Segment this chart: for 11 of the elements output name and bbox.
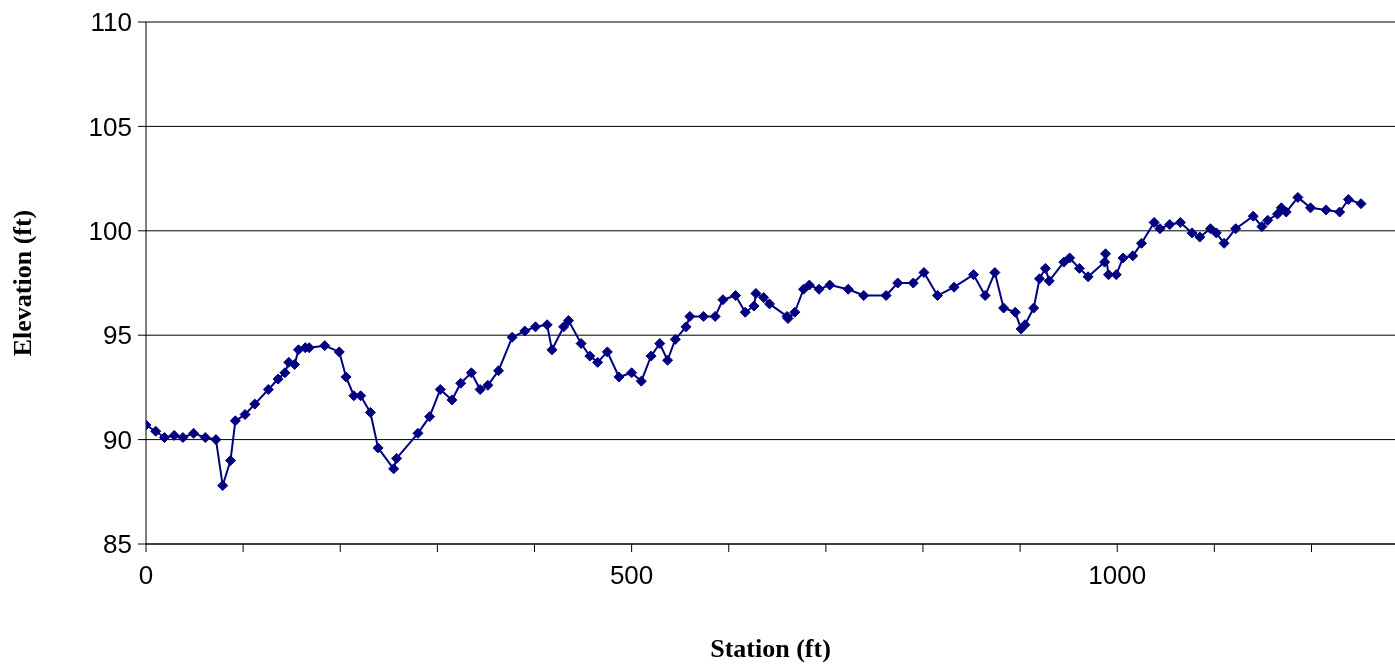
y-tick-label: 90	[103, 424, 132, 455]
x-tick-label: 500	[609, 560, 654, 591]
y-tick-label: 100	[88, 216, 132, 247]
y-tick-label: 105	[88, 111, 132, 142]
y-tick-label: 95	[103, 320, 132, 351]
y-tick-label: 110	[90, 7, 132, 38]
y-tick-label: 85	[103, 529, 132, 560]
x-axis-title: Station (ft)	[710, 634, 831, 663]
x-tick-label: 1000	[1088, 560, 1147, 591]
y-axis-title: Elevation (ft)	[8, 209, 38, 357]
x-tick-label: 0	[138, 560, 154, 591]
